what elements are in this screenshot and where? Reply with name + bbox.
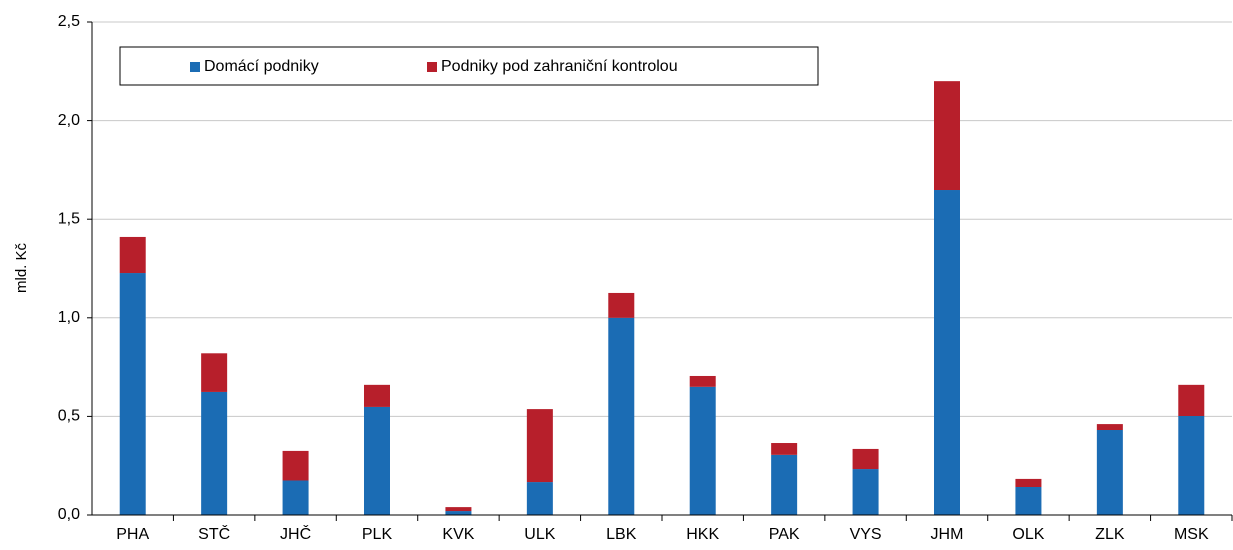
bar-segment <box>771 454 798 515</box>
bar-segment <box>119 236 146 274</box>
bar-segment <box>771 443 798 455</box>
x-tick-label: PHA <box>116 526 149 543</box>
x-tick-label: OLK <box>1012 526 1044 543</box>
bar-segment <box>852 469 879 515</box>
bar-segment <box>1178 384 1205 417</box>
bar-segment <box>934 81 960 191</box>
y-tick-label: 2,0 <box>58 112 80 129</box>
bar-segment <box>608 317 635 515</box>
x-tick-label: MSK <box>1174 526 1209 543</box>
legend-box <box>119 46 819 86</box>
y-tick-label: 2,5 <box>58 13 80 30</box>
bar-segment <box>689 375 716 387</box>
x-tick-label: KVK <box>442 526 474 543</box>
bar-segment <box>364 384 390 407</box>
bar-segment <box>1015 478 1042 487</box>
x-tick-label: HKK <box>686 526 719 543</box>
legend-swatch <box>190 62 200 72</box>
x-tick-label: JHM <box>931 526 964 543</box>
x-tick-label: ULK <box>524 526 555 543</box>
legend-swatch <box>427 62 437 72</box>
bar-segment <box>364 406 390 515</box>
bar-segment <box>934 190 960 515</box>
bar-segment <box>201 353 228 392</box>
bar-segment <box>1178 416 1205 515</box>
y-axis-label: mld. Kč <box>13 242 30 293</box>
y-tick-label: 0,5 <box>58 408 80 425</box>
x-tick-label: LBK <box>606 526 637 543</box>
x-tick-label: ZLK <box>1095 526 1125 543</box>
bar-segment <box>689 386 716 515</box>
y-tick-label: 1,5 <box>58 210 80 227</box>
x-tick-label: JHČ <box>280 524 311 543</box>
legend-label: Podniky pod zahraniční kontrolou <box>441 58 678 75</box>
x-tick-label: VYS <box>850 526 882 543</box>
bar-segment <box>282 450 309 481</box>
y-tick-label: 1,0 <box>58 309 80 326</box>
x-tick-label: PLK <box>362 526 393 543</box>
bar-segment <box>526 482 553 515</box>
x-tick-label: STČ <box>198 524 230 543</box>
x-tick-label: PAK <box>769 526 800 543</box>
bar-segment <box>282 480 309 515</box>
bar-segment <box>1015 486 1042 515</box>
bar-segment <box>445 507 472 512</box>
bar-segment <box>526 409 553 483</box>
bar-segment <box>608 292 635 318</box>
y-tick-label: 0,0 <box>58 506 80 523</box>
bar-segment <box>119 273 146 515</box>
bar-segment <box>1096 430 1123 515</box>
bar-segment <box>201 391 228 515</box>
bar-segment <box>445 511 472 515</box>
bar-segment <box>1096 424 1123 431</box>
bar-segment <box>852 448 879 470</box>
legend-label: Domácí podniky <box>204 58 319 75</box>
